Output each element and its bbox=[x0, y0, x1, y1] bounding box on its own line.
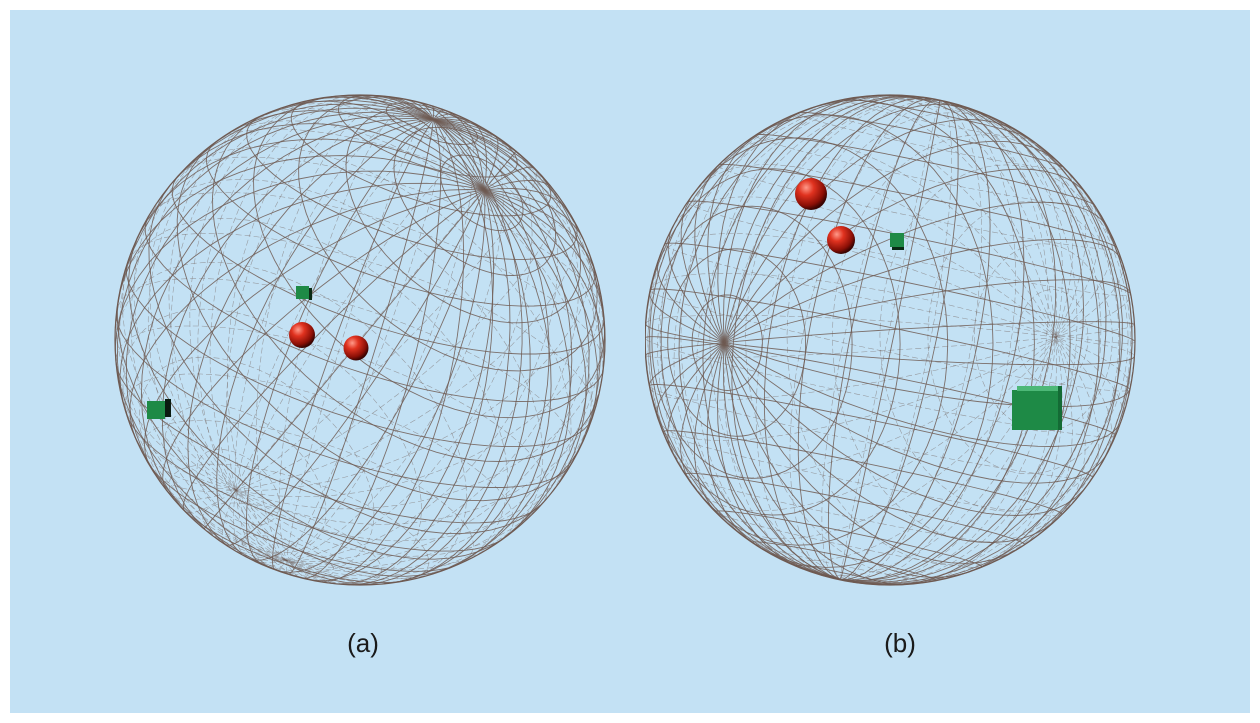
sphere-wireframe-mesh bbox=[645, 94, 1136, 586]
sphere-marker bbox=[343, 335, 369, 361]
sphere-marker bbox=[795, 178, 827, 210]
wireframe-sphere-b bbox=[645, 94, 1136, 586]
sphere-marker bbox=[827, 226, 855, 254]
sphere-marker bbox=[289, 322, 315, 348]
panel-a bbox=[110, 90, 610, 590]
sphere-wireframe-mesh bbox=[114, 94, 606, 586]
caption-a: (a) bbox=[347, 628, 379, 658]
caption-b: (b) bbox=[884, 628, 916, 658]
cube-marker bbox=[1012, 386, 1062, 430]
wireframe-sphere-a bbox=[114, 94, 606, 586]
cube-marker bbox=[147, 399, 171, 419]
panel-b bbox=[645, 90, 1145, 590]
figure: (a) (b) bbox=[10, 10, 1250, 713]
cube-marker bbox=[890, 233, 904, 250]
cube-marker bbox=[296, 286, 312, 300]
